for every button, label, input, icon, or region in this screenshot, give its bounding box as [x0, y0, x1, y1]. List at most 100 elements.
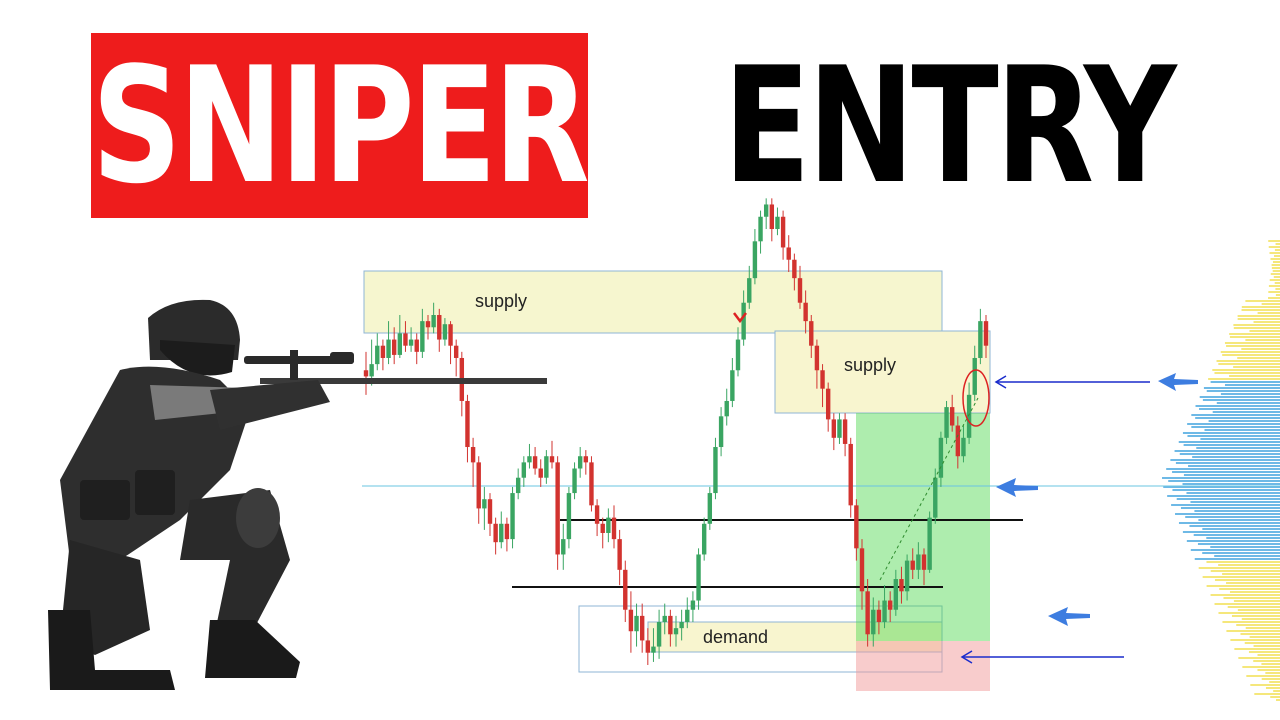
- target-circle: [962, 369, 990, 427]
- candle-body: [809, 321, 814, 346]
- candle-body: [594, 505, 600, 524]
- volume-bar: [1275, 243, 1280, 245]
- candle-body: [453, 345, 459, 358]
- candle-body: [572, 468, 577, 494]
- candle-body: [510, 493, 515, 540]
- candle-body: [786, 247, 791, 260]
- candle-body: [718, 416, 724, 448]
- volume-bar: [1245, 339, 1280, 341]
- volume-bar: [1237, 609, 1280, 611]
- volume-bar: [1240, 633, 1280, 635]
- candle-body: [848, 443, 853, 506]
- volume-bar: [1237, 315, 1280, 317]
- volume-bar: [1167, 495, 1280, 497]
- volume-bar: [1179, 453, 1280, 455]
- candle-body: [882, 600, 887, 623]
- volume-bar: [1199, 408, 1280, 410]
- candle-body: [825, 388, 831, 420]
- volume-bar: [1206, 390, 1280, 392]
- candle-body: [673, 628, 679, 635]
- candle-body: [792, 259, 797, 279]
- volume-bar: [1210, 570, 1280, 572]
- candle-body: [538, 468, 543, 478]
- volume-bar: [1257, 654, 1280, 656]
- candle-body: [386, 339, 391, 358]
- volume-bar: [1187, 423, 1280, 425]
- candle-body: [949, 407, 955, 426]
- candle-body: [831, 419, 837, 438]
- volume-bar: [1271, 267, 1280, 269]
- volume-bar: [1175, 462, 1280, 464]
- volume-bar: [1218, 564, 1280, 566]
- candle-body: [375, 345, 380, 365]
- volume-bar: [1223, 597, 1280, 599]
- candle-body: [606, 517, 611, 533]
- volume-bar: [1198, 567, 1280, 569]
- volume-bar: [1182, 531, 1280, 533]
- candle-body: [623, 569, 628, 610]
- candle-body: [662, 615, 667, 623]
- candle-body: [797, 278, 803, 303]
- candle-body: [668, 615, 673, 635]
- candle-body: [707, 493, 713, 524]
- volume-bar: [1186, 492, 1280, 494]
- volume-bar: [1237, 357, 1280, 359]
- candle-body: [561, 539, 566, 555]
- volume-bar: [1202, 576, 1280, 578]
- volume-bar: [1268, 291, 1280, 293]
- candle-body: [420, 321, 425, 352]
- candle-body: [656, 622, 662, 647]
- volume-bar: [1257, 669, 1280, 671]
- volume-bar: [1202, 552, 1280, 554]
- volume-bar: [1241, 348, 1280, 350]
- candle-body: [972, 357, 977, 395]
- volume-bar: [1191, 426, 1280, 428]
- volume-bar: [1218, 612, 1280, 614]
- candle-body: [876, 609, 882, 623]
- volume-bar: [1261, 678, 1280, 680]
- candle-body: [403, 333, 408, 346]
- volume-bar: [1174, 450, 1280, 452]
- volume-bar: [1231, 615, 1280, 617]
- volume-bar: [1176, 498, 1280, 500]
- candle-body: [854, 505, 859, 549]
- volume-bar: [1210, 546, 1280, 548]
- candle-body: [961, 437, 966, 457]
- volume-bar: [1253, 660, 1280, 662]
- volume-bar: [1193, 534, 1280, 536]
- volume-bar: [1182, 432, 1280, 434]
- volume-bar: [1241, 618, 1280, 620]
- volume-bar: [1270, 258, 1280, 260]
- volume-bar: [1249, 330, 1280, 332]
- volume-bar: [1197, 543, 1280, 545]
- candle-body: [780, 216, 786, 248]
- volume-bar: [1194, 510, 1280, 512]
- candle-body: [803, 302, 808, 322]
- candle-body: [645, 640, 651, 653]
- volume-bar: [1229, 336, 1280, 338]
- supply-zone-label-2: supply: [844, 355, 896, 375]
- volume-bar: [1188, 465, 1280, 467]
- volume-bar: [1270, 273, 1280, 275]
- candle-body: [521, 462, 527, 478]
- volume-bar: [1202, 528, 1280, 530]
- volume-bar: [1238, 657, 1280, 659]
- volume-bar: [1199, 396, 1280, 398]
- volume-bar: [1241, 306, 1280, 308]
- volume-bar: [1196, 447, 1280, 449]
- volume-bar: [1236, 624, 1280, 626]
- candle-body: [476, 462, 481, 509]
- candle-body: [549, 456, 555, 463]
- volume-bar: [1189, 525, 1280, 527]
- pointer-arrow-1: [994, 375, 1150, 389]
- volume-bar: [1194, 558, 1280, 560]
- volume-bar: [1166, 468, 1280, 470]
- candle-body: [730, 370, 735, 401]
- volume-bar: [1212, 369, 1280, 371]
- candle-body: [600, 523, 605, 533]
- volume-bar: [1170, 459, 1280, 461]
- candle-body: [837, 419, 842, 438]
- candle-body: [408, 339, 414, 346]
- candle-body: [685, 609, 690, 623]
